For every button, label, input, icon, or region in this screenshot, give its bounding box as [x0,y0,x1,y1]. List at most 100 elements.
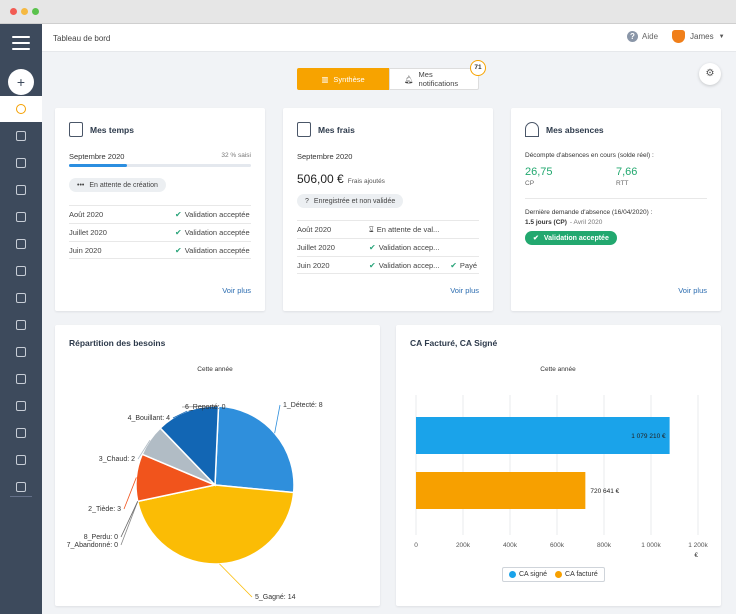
pie-slice[interactable] [214,405,295,494]
sidebar-item-timesheet[interactable] [0,123,42,149]
sidebar-item-documents[interactable] [0,339,42,365]
hamburger-menu-icon[interactable] [12,36,30,50]
legend-dot [509,571,516,578]
mes-frais-amount-caption: Frais ajoutés [347,178,385,185]
question-icon: ? [305,197,309,205]
mes-temps-status-text: En attente de création [89,181,158,189]
sidebar-item-edit[interactable] [0,312,42,338]
bar-chart-title: CA Facturé, CA Signé [410,338,498,348]
org-chart-icon [16,212,26,222]
browser-chrome [0,0,736,24]
mes-temps-progress-text: 32 % saisi [221,152,251,159]
main-content: ▥ Synthèse 🔔︎ Mes notifications 71 ⚙ Mes… [42,52,736,614]
derniere-month: - Avril 2020 [569,219,603,226]
legend-item-ca-facture[interactable]: CA facturé [555,571,598,578]
pie-slice-label: 8_Perdu: 0 [84,534,118,541]
divider [525,198,707,199]
row-month: Août 2020 [297,225,332,234]
minimize-window-icon[interactable] [21,8,28,15]
bar-chart-legend: CA signé CA facturé [502,567,605,582]
receipt-icon [297,122,311,137]
sidebar-item-cart[interactable] [0,447,42,473]
legend-dot [555,571,563,578]
sidebar-item-reports[interactable] [0,420,42,446]
x-axis-unit-label: € [694,552,698,559]
pie-slice-label: 7_Abandonné: 0 [67,542,118,549]
sidebar-item-training[interactable] [0,150,42,176]
mes-temps-status-pill: ••• En attente de création [69,178,166,192]
fox-avatar-icon [672,30,685,43]
row-status: En attente de val... [376,225,440,234]
bar[interactable] [416,417,670,454]
bar[interactable] [416,472,586,509]
check-icon: ✔ [450,260,457,270]
row-paid-status: Payé [459,260,477,270]
user-menu[interactable]: James ▼ [672,30,725,43]
mes-temps-month: Septembre 2020 [69,152,125,161]
sidebar-item-invoices[interactable] [0,393,42,419]
mes-temps-progress-bar [69,164,251,167]
table-row[interactable]: Août 2020 ✔ Validation acceptée [69,205,251,223]
check-icon: ✔ [175,210,182,219]
x-tick-label: 400k [503,542,518,549]
invoice-icon [16,401,26,411]
cart-icon [16,455,26,465]
help-label: Aide [642,32,659,41]
check-icon: ✔ [369,260,376,270]
dashboard-icon [16,104,26,114]
sidebar-divider [10,496,32,497]
pie-label-connector [120,501,139,546]
sidebar-item-target[interactable] [0,231,42,257]
sidebar-item-projects[interactable] [0,285,42,311]
mes-absences-status-text: Validation acceptée [543,234,609,242]
table-row[interactable]: Août 2020 ⌛︎ En attente de val... [297,220,479,238]
mes-frais-title: Mes frais [297,122,355,137]
calendar-icon [69,122,83,137]
top-bar: Tableau de bord ? Aide James ▼ [42,24,736,52]
settings-button[interactable]: ⚙ [699,63,721,85]
close-window-icon[interactable] [10,8,17,15]
sidebar-item-org[interactable] [0,204,42,230]
pie-slice[interactable] [136,484,295,565]
rtt-label: RTT [616,180,629,187]
legend-item-ca-signe[interactable]: CA signé [509,571,547,578]
mes-temps-progress-fill [69,164,128,167]
mes-absences-voir-plus-link[interactable]: Voir plus [678,286,707,295]
sidebar-item-trophy[interactable] [0,258,42,284]
help-icon: ? [627,31,638,42]
derniere-detail: 1.5 jours (CP) - Avril 2020 [525,219,602,226]
row-month: Juillet 2020 [69,228,107,237]
mes-frais-amount: 506,00 € [297,172,344,186]
tab-notifications[interactable]: 🔔︎ Mes notifications 71 [389,60,486,90]
pie-slice-label: 4_Bouillant: 4 [128,415,171,422]
sidebar-item-network[interactable] [0,474,42,500]
tab-notifications-label: Mes notifications [418,70,459,88]
rtt-value: 7,66 [616,166,638,178]
mes-frais-voir-plus-link[interactable]: Voir plus [450,286,479,295]
sidebar-item-team[interactable] [0,177,42,203]
row-status: Validation accep... [378,243,440,252]
mes-frais-status-pill: ? Enregistrée et non validée [297,194,404,208]
sidebar-item-dashboard[interactable] [0,96,42,122]
ca-chart-card: CA Facturé, CA Signé Cette année 1 079 2… [396,325,721,606]
table-row[interactable]: Juin 2020 ✔ Validation accep... ✔ Payé [297,256,479,274]
tab-synthese[interactable]: ▥ Synthèse [297,68,389,90]
row-status: Validation acceptée [184,228,250,237]
mes-absences-card: Mes absences Décompte d'absences en cour… [511,108,721,311]
mes-absences-status-pill: ✔ Validation acceptée [525,231,617,245]
pie-slice-label: 1_Détecté: 8 [283,402,323,409]
x-tick-label: 200k [456,542,471,549]
table-row[interactable]: Juillet 2020 ✔ Validation acceptée [69,223,251,241]
maximize-window-icon[interactable] [32,8,39,15]
pie-label-connector [181,405,219,408]
table-row[interactable]: Juillet 2020 ✔ Validation accep... [297,238,479,256]
bar-chart-subtitle: Cette année [540,366,576,373]
help-link[interactable]: ? Aide [627,31,658,42]
row-status: Validation accep... [378,260,440,270]
sidebar: + [0,24,42,614]
sidebar-item-stats[interactable] [0,366,42,392]
mes-temps-voir-plus-link[interactable]: Voir plus [222,286,251,295]
table-row[interactable]: Juin 2020 ✔ Validation acceptée [69,241,251,259]
add-button[interactable]: + [8,69,34,95]
briefcase-icon [16,293,26,303]
